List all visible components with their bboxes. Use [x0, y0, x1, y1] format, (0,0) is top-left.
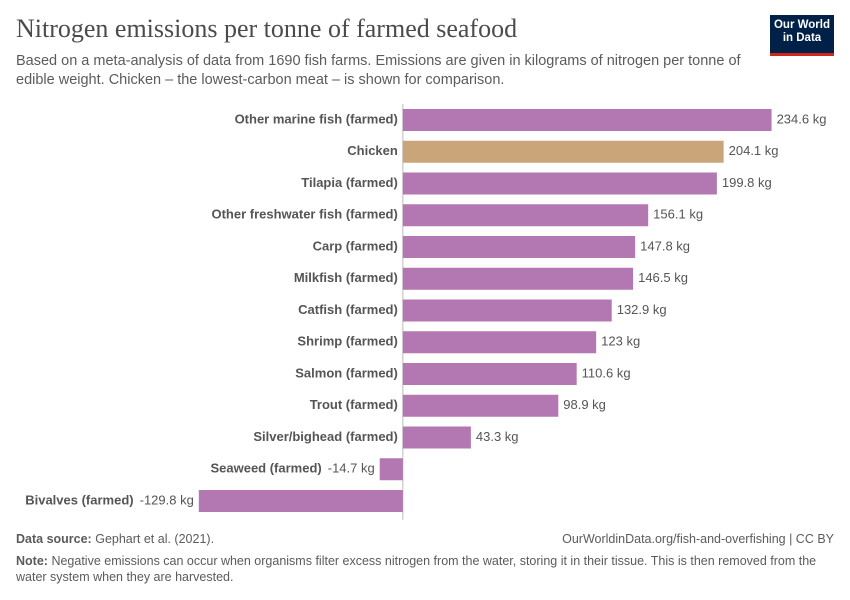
- category-label: Salmon (farmed): [295, 365, 398, 380]
- bar: [402, 109, 772, 131]
- category-label: Chicken: [347, 143, 398, 158]
- bar: [402, 299, 612, 322]
- bar: [402, 331, 597, 354]
- source: Data source: Gephart et al. (2021).: [16, 532, 214, 546]
- logo-text[interactable]: Our World in Data: [773, 19, 830, 44]
- category-label: Bivalves (farmed): [25, 492, 133, 507]
- bar: [402, 236, 636, 258]
- value-label: 43.3 kg: [476, 429, 519, 444]
- bar: [402, 363, 577, 385]
- category-label: Milkfish (farmed): [294, 270, 398, 285]
- value-label: 132.9 kg: [617, 302, 667, 317]
- category-label: Trout (farmed): [310, 397, 398, 412]
- chart-title: Nitrogen emissions per tonne of farmed s…: [16, 14, 518, 43]
- value-label: 204.1 kg: [729, 143, 779, 158]
- category-label: Seaweed (farmed): [210, 461, 321, 476]
- note-text: Negative emissions can occur when organi…: [16, 554, 817, 584]
- value-label: 199.8 kg: [722, 175, 772, 190]
- category-label: Catfish (farmed): [298, 302, 398, 317]
- value-label: 234.6 kg: [777, 111, 827, 126]
- bar: [198, 490, 403, 512]
- note-label: Note:: [16, 554, 48, 568]
- category-label: Shrimp (farmed): [297, 334, 397, 349]
- value-label: 110.6 kg: [582, 365, 631, 380]
- value-label: 98.9 kg: [563, 397, 606, 412]
- source-label: Data source:: [16, 532, 92, 546]
- logo[interactable]: Our World in Data: [770, 15, 834, 56]
- value-label: -14.7 kg: [328, 461, 375, 476]
- category-label: Other marine fish (farmed): [235, 111, 398, 126]
- bar: [402, 204, 649, 227]
- value-label: -129.8 kg: [140, 492, 194, 507]
- value-label: 156.1 kg: [653, 207, 703, 222]
- category-label: Other freshwater fish (farmed): [211, 207, 397, 222]
- bar: [402, 394, 559, 417]
- bar: [402, 140, 724, 163]
- note: Note: Negative emissions can occur when …: [16, 553, 831, 585]
- source-text: Gephart et al. (2021).: [95, 532, 215, 546]
- bar: [402, 172, 717, 195]
- url-license[interactable]: OurWorldinData.org/fish-and-overfishing …: [562, 532, 834, 546]
- category-label: Silver/bighead (farmed): [253, 429, 397, 444]
- value-label: 147.8 kg: [640, 238, 690, 253]
- bar: [402, 426, 471, 449]
- chart-subtitle: Based on a meta-analysis of data from 16…: [16, 53, 741, 88]
- value-label: 146.5 kg: [638, 270, 688, 285]
- value-label: 123 kg: [601, 334, 640, 349]
- bar: [402, 267, 634, 290]
- category-label: Tilapia (farmed): [301, 175, 398, 190]
- category-label: Carp (farmed): [313, 238, 398, 253]
- bar: [379, 458, 403, 481]
